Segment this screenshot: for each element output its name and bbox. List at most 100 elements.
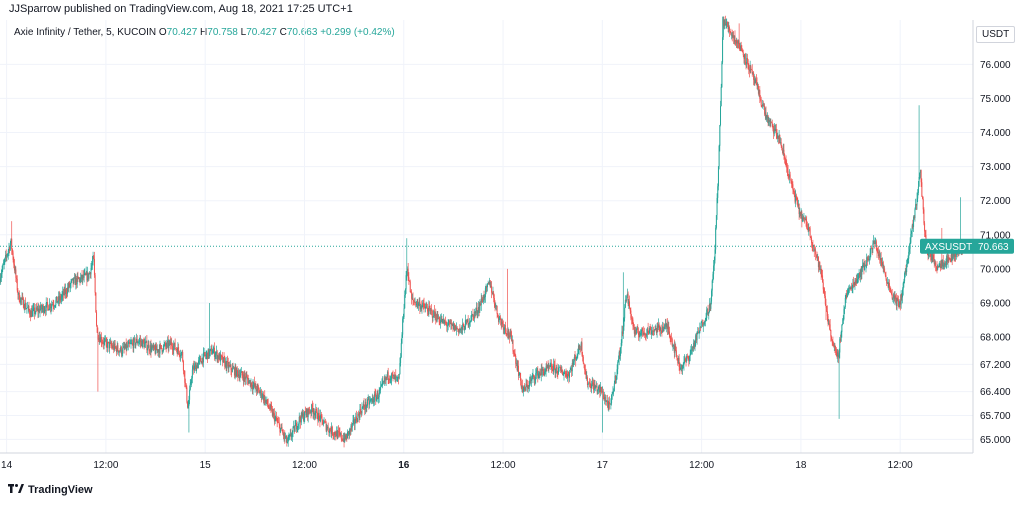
candle: [675, 346, 677, 358]
candle: [298, 412, 300, 430]
candle: [611, 391, 613, 400]
candle: [520, 372, 522, 386]
candle: [257, 383, 259, 394]
candle: [402, 316, 404, 338]
candle: [69, 280, 71, 288]
candle: [42, 303, 44, 313]
candle: [65, 283, 67, 299]
candle: [775, 124, 777, 134]
candle: [233, 365, 235, 370]
candle: [839, 334, 841, 343]
candle: [242, 370, 244, 381]
candle: [430, 307, 432, 315]
candle: [751, 68, 753, 71]
candle: [244, 370, 246, 383]
candle: [562, 369, 564, 376]
candle: [295, 420, 297, 434]
candle: [653, 329, 655, 336]
candle: [875, 237, 877, 247]
candle: [164, 342, 166, 347]
candle: [231, 367, 233, 378]
candle: [304, 406, 306, 413]
candle: [282, 429, 284, 440]
candle: [63, 286, 65, 296]
candle: [707, 304, 709, 317]
candle: [752, 71, 754, 75]
candle: [238, 369, 240, 381]
candle: [179, 353, 181, 361]
candle: [431, 309, 433, 324]
candle: [83, 269, 85, 283]
candle: [349, 428, 351, 436]
candle: [426, 302, 428, 309]
candle: [477, 310, 479, 319]
candle: [250, 378, 252, 392]
candle: [278, 417, 280, 429]
candle: [246, 370, 248, 378]
candle: [577, 348, 579, 359]
candle: [566, 370, 568, 382]
candle: [383, 376, 385, 384]
candle: [75, 274, 77, 290]
candle: [330, 426, 332, 438]
candle: [290, 428, 292, 441]
candle: [513, 350, 515, 357]
candle: [244, 372, 246, 386]
candle: [172, 343, 174, 355]
candle: [603, 394, 605, 401]
candle: [198, 354, 200, 365]
candle: [402, 313, 404, 323]
candle: [595, 381, 597, 388]
candle: [833, 341, 835, 348]
candle: [334, 430, 336, 438]
candle: [96, 310, 98, 327]
candle: [891, 289, 893, 296]
candle: [14, 265, 16, 275]
candle: [751, 64, 753, 77]
candle: [291, 430, 293, 443]
candle: [527, 385, 529, 394]
candle: [207, 352, 209, 364]
candle: [713, 256, 715, 271]
candle: [189, 378, 191, 391]
candle: [678, 354, 680, 371]
candle: [366, 397, 368, 408]
candle: [417, 298, 419, 309]
currency-button[interactable]: USDT: [976, 26, 1016, 43]
candle: [733, 35, 735, 45]
candle: [483, 290, 485, 301]
price-chart[interactable]: 76.000 75.000 74.000 73.000 72.000 71.000 70.0…: [0, 0, 1024, 478]
candle: [506, 268, 508, 339]
candle: [56, 296, 58, 303]
candle: [153, 344, 155, 350]
candle: [313, 408, 315, 421]
candle: [117, 342, 119, 352]
low-label: L: [240, 27, 247, 38]
candle: [294, 420, 296, 432]
candle: [89, 272, 91, 279]
candle: [595, 385, 597, 392]
last-price-badge-bg: [920, 238, 1014, 254]
candle: [935, 260, 937, 272]
candle: [404, 288, 406, 298]
candle: [191, 365, 193, 384]
candle: [913, 215, 915, 232]
candle: [784, 153, 786, 164]
candle: [216, 349, 218, 363]
candle: [87, 266, 89, 283]
candle: [625, 299, 627, 302]
candle: [610, 398, 612, 410]
candle: [810, 236, 812, 239]
candle: [794, 190, 796, 204]
candle: [515, 354, 517, 369]
candle: [917, 180, 919, 196]
candle: [100, 334, 102, 343]
footer-brand[interactable]: TradingView: [8, 484, 93, 496]
candle: [152, 342, 154, 351]
candle: [285, 435, 287, 443]
candle: [280, 423, 282, 430]
candle: [320, 411, 322, 419]
symbol-legend[interactable]: Axie Infinity / Tether, 5, KUCOIN O70.42…: [14, 27, 395, 38]
candle: [735, 39, 737, 46]
candle: [255, 381, 257, 390]
